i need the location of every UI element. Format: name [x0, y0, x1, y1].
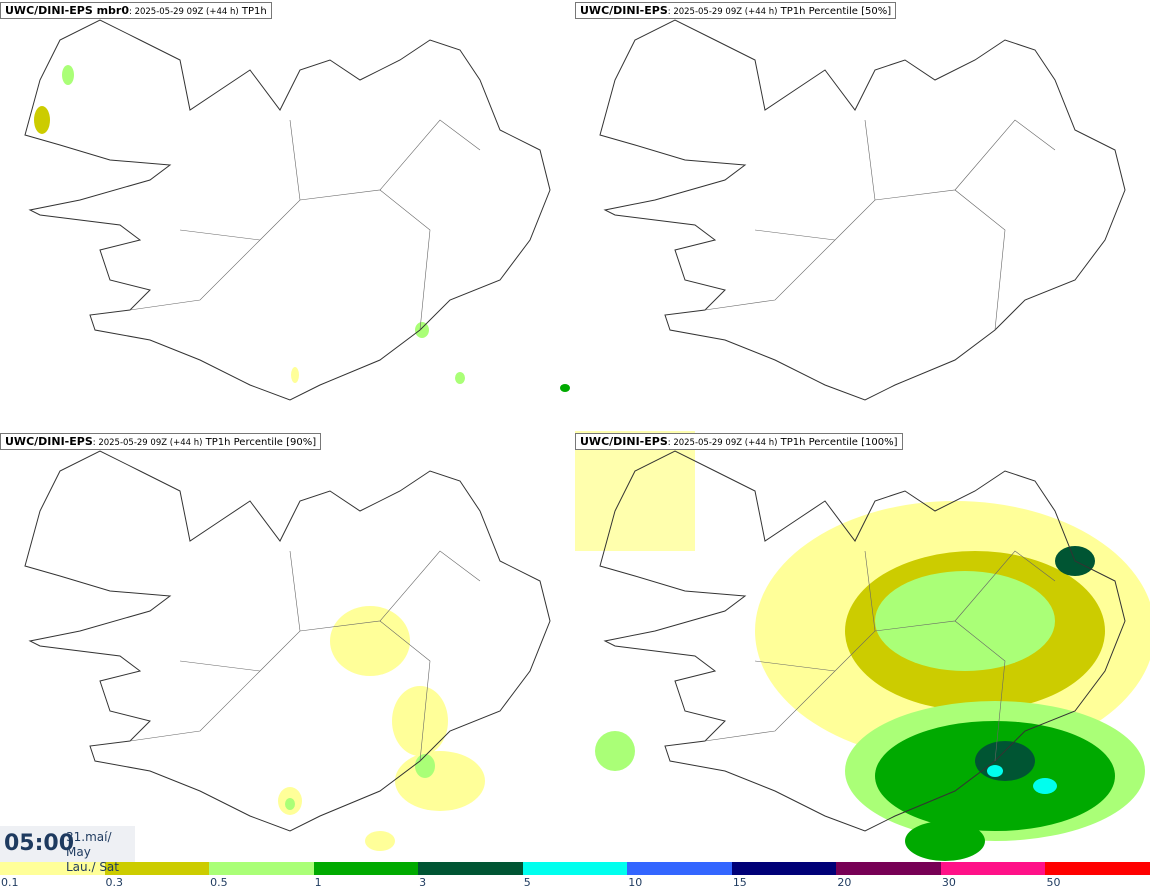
panel-title: UWC/DINI-EPS: 2025-05-29 09Z (+44 h) TP1… — [0, 433, 322, 450]
panel-title: UWC/DINI-EPS: 2025-05-29 09Z (+44 h) TP1… — [575, 2, 897, 19]
precip-map — [599, 19, 1126, 401]
colorbar-label: 1 — [314, 876, 322, 889]
valid-date: 31.maí/ May Lau./ Sat — [66, 830, 135, 875]
precip-area — [595, 731, 635, 771]
date-label: 31.maí/ May — [66, 830, 112, 859]
precip-area — [392, 686, 448, 756]
precip-map — [24, 19, 570, 401]
precip-area — [987, 765, 1003, 777]
colorbar — [0, 862, 1150, 875]
precip-map — [575, 431, 1150, 861]
colorbar-segment — [522, 862, 628, 875]
colorbar-label: 0.5 — [210, 876, 228, 889]
colorbar-label: 3 — [419, 876, 427, 889]
valid-time-box: 05:00 31.maí/ May Lau./ Sat — [0, 826, 135, 874]
map-panel-p90: UWC/DINI-EPS: 2025-05-29 09Z (+44 h) TP1… — [0, 431, 575, 861]
colorbar-label: 0.3 — [105, 876, 124, 889]
colorbar-label: 30 — [941, 876, 956, 889]
precip-area — [905, 821, 985, 861]
precip-area — [34, 106, 50, 134]
colorbar-label: 0.1 — [1, 876, 19, 889]
colorbar-segment — [1045, 862, 1150, 875]
precip-area — [1033, 778, 1057, 794]
precip-area — [285, 798, 295, 810]
precip-area — [415, 322, 429, 338]
precip-map — [24, 450, 551, 851]
precip-area — [455, 372, 465, 384]
valid-time: 05:00 — [4, 831, 75, 856]
colorbar-labels: 0.1 0.3 0.5 1 3 5 10 15 20 30 50 — [0, 876, 1150, 891]
colorbar-label: 20 — [837, 876, 852, 889]
day-label: Lau./ Sat — [66, 860, 119, 874]
precip-area — [291, 367, 299, 383]
colorbar-segment — [940, 862, 1046, 875]
precip-area — [560, 384, 570, 392]
map-panel-p100: UWC/DINI-EPS: 2025-05-29 09Z (+44 h) TP1… — [575, 431, 1150, 861]
colorbar-label: 10 — [628, 876, 643, 889]
colorbar-segment — [418, 862, 523, 875]
precip-area — [395, 751, 485, 811]
panel-title: UWC/DINI-EPS: 2025-05-29 09Z (+44 h) TP1… — [575, 433, 903, 450]
colorbar-segment — [627, 862, 732, 875]
colorbar-segment — [313, 862, 419, 875]
map-panel-mbr0: UWC/DINI-EPS mbr0: 2025-05-29 09Z (+44 h… — [0, 0, 575, 430]
colorbar-segment — [836, 862, 941, 875]
colorbar-segment — [209, 862, 314, 875]
colorbar-label: 50 — [1046, 876, 1061, 889]
precip-area — [365, 831, 395, 851]
colorbar-segment — [104, 862, 210, 875]
colorbar-segment — [0, 862, 105, 875]
colorbar-label: 15 — [732, 876, 747, 889]
colorbar-label: 5 — [523, 876, 531, 889]
panel-title: UWC/DINI-EPS mbr0: 2025-05-29 09Z (+44 h… — [0, 2, 272, 19]
precip-area — [330, 606, 410, 676]
precip-area — [415, 754, 435, 778]
colorbar-segment — [731, 862, 837, 875]
precip-area — [62, 65, 74, 85]
precip-area — [875, 571, 1055, 671]
precip-area — [975, 741, 1035, 781]
map-panel-p50: UWC/DINI-EPS: 2025-05-29 09Z (+44 h) TP1… — [575, 0, 1150, 430]
